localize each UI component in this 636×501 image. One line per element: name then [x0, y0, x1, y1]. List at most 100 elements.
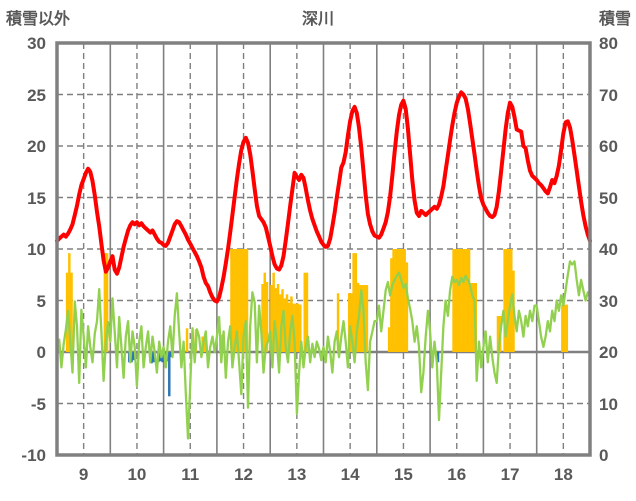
right-axis-tick: 70: [599, 85, 618, 105]
right-axis-tick: 20: [599, 343, 618, 362]
blue-bars: [168, 352, 171, 397]
orange-bars: [270, 285, 273, 352]
orange-bars: [401, 249, 404, 352]
orange-bars: [563, 304, 566, 352]
orange-bars: [503, 249, 506, 352]
plot-frame: [55, 41, 592, 457]
orange-bars: [230, 249, 233, 352]
orange-bars: [265, 281, 269, 352]
x-axis-tick: 18: [553, 465, 573, 484]
left-axis-title: 積雪以外: [6, 11, 71, 28]
orange-bars: [261, 284, 264, 352]
orange-bars: [467, 249, 471, 352]
orange-bars: [234, 249, 238, 352]
right-axis-tick: 30: [599, 291, 618, 311]
orange-bars: [272, 272, 275, 352]
orange-bars: [276, 284, 280, 352]
red-line: [55, 90, 592, 304]
orange-bars: [285, 294, 289, 352]
orange-bars: [103, 253, 107, 352]
orange-bars: [232, 249, 235, 352]
orange-bars: [365, 285, 369, 352]
left-axis-tick: 20: [27, 137, 46, 156]
x-axis-tick: 15: [393, 465, 413, 484]
left-axis-tick: 0: [36, 343, 46, 362]
blue-bars: [161, 352, 164, 363]
orange-bars: [399, 249, 402, 352]
orange-bars: [470, 282, 473, 352]
left-axis-tick: 30: [27, 34, 46, 53]
right-axis-title: 積雪: [598, 11, 631, 28]
orange-bars: [299, 304, 302, 352]
x-axis-tick: 16: [447, 465, 467, 484]
orange-bars: [287, 302, 291, 352]
blue-bars: [152, 352, 155, 363]
orange-bars: [405, 262, 409, 352]
orange-bars: [336, 293, 340, 352]
orange-bars: [454, 249, 457, 352]
x-axis-tick: 10: [127, 465, 147, 484]
orange-bars: [561, 304, 564, 352]
blue-bars: [436, 352, 440, 363]
orange-bars: [452, 249, 455, 352]
orange-bars: [361, 285, 364, 352]
left-axis-tick: 25: [27, 85, 46, 105]
x-axis-tick: 14: [340, 465, 360, 484]
right-axis-tick: 50: [599, 188, 618, 208]
orange-bars: [565, 304, 569, 352]
left-axis-tick: 15: [27, 188, 46, 208]
orange-bars: [458, 249, 462, 352]
left-axis-tick: 10: [27, 240, 46, 259]
orange-bars: [472, 282, 475, 352]
orange-bars: [387, 327, 391, 352]
right-axis-tick: 0: [599, 446, 609, 465]
orange-bars: [263, 272, 267, 352]
orange-bars: [359, 285, 362, 352]
chart-title: 深川: [301, 11, 334, 28]
right-axis-tick: 40: [599, 240, 618, 259]
blue-bars: [132, 352, 135, 361]
orange-bars: [507, 249, 511, 352]
right-axis-tick: 60: [599, 137, 618, 156]
orange-bars: [456, 249, 460, 352]
orange-bars: [274, 288, 278, 352]
orange-bars: [465, 249, 469, 352]
orange-bars: [347, 293, 351, 352]
orange-bars: [394, 249, 398, 352]
orange-bars: [245, 249, 249, 352]
left-axis-tick: -5: [30, 394, 46, 414]
left-axis-tick: 5: [36, 291, 46, 311]
x-axis-tick: 17: [500, 465, 520, 484]
x-axis-tick: 13: [287, 465, 307, 484]
orange-bars: [396, 249, 400, 352]
orange-bars: [279, 294, 282, 352]
green-line: [55, 260, 592, 440]
orange-bars: [390, 258, 393, 352]
right-axis-tick: 80: [599, 34, 618, 53]
orange-bars: [296, 303, 300, 352]
orange-bars: [239, 249, 242, 352]
orange-bars: [496, 315, 500, 352]
orange-bars: [461, 249, 464, 352]
orange-bars: [185, 328, 189, 352]
x-axis-tick: 9: [78, 465, 89, 484]
x-axis-tick: 12: [234, 465, 253, 484]
orange-bars: [70, 272, 73, 352]
orange-bars: [392, 249, 395, 352]
orange-bars: [241, 249, 244, 352]
x-axis-tick: 11: [181, 465, 200, 484]
orange-bars: [203, 336, 207, 352]
orange-bars: [236, 249, 240, 352]
orange-bars: [463, 249, 466, 352]
orange-bars: [68, 253, 71, 352]
orange-bars: [305, 272, 309, 352]
orange-bars: [354, 253, 358, 352]
left-axis-tick: -10: [21, 446, 46, 465]
orange-bars: [303, 272, 306, 352]
right-axis-tick: 10: [599, 394, 618, 414]
orange-bars: [505, 249, 509, 352]
orange-bars: [403, 249, 406, 352]
orange-bars: [352, 253, 355, 352]
